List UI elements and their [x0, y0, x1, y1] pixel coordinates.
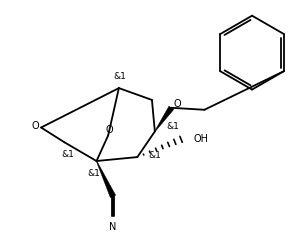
Polygon shape [96, 161, 116, 198]
Text: &1: &1 [87, 169, 100, 178]
Text: &1: &1 [113, 72, 126, 81]
Text: O: O [31, 121, 39, 131]
Text: N: N [109, 222, 117, 232]
Text: &1: &1 [148, 151, 161, 160]
Polygon shape [155, 106, 174, 132]
Text: O: O [105, 125, 113, 135]
Text: &1: &1 [62, 150, 74, 160]
Text: O: O [174, 99, 181, 109]
Text: OH: OH [193, 134, 208, 144]
Text: &1: &1 [166, 122, 179, 131]
